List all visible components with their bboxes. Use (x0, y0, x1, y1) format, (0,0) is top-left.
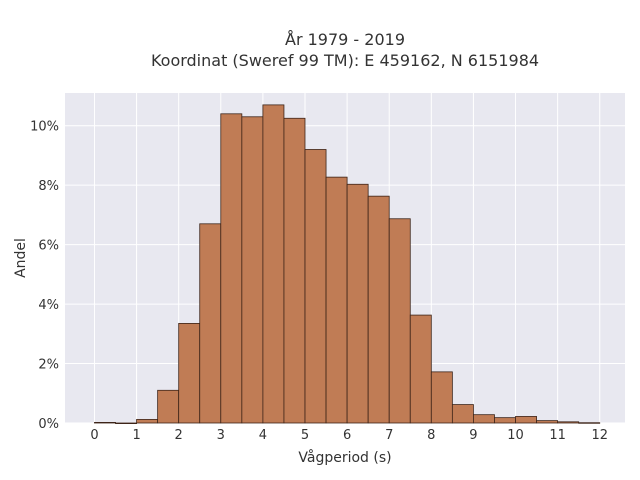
x-tick-label: 5 (301, 428, 309, 443)
histogram-bar (451, 404, 474, 424)
chart-title: År 1979 - 2019 (285, 30, 405, 49)
x-tick-label: 3 (217, 428, 225, 443)
histogram-bar (283, 117, 306, 424)
y-axis-ticks: 0% 2% 4% 6% 8% 10% (30, 120, 59, 432)
y-axis-label: Andel (13, 238, 29, 278)
histogram-bar (94, 422, 116, 424)
histogram-bar (199, 223, 222, 424)
y-tick-label: 2% (38, 358, 59, 373)
histogram-bar (473, 414, 495, 424)
histogram-bar (430, 371, 453, 424)
histogram-bar (557, 421, 580, 424)
histogram-bar (494, 417, 516, 424)
y-tick-label: 6% (38, 239, 59, 254)
histogram-bar (388, 218, 411, 424)
histogram-bar (325, 176, 348, 424)
histogram-bar (409, 314, 432, 424)
histogram-bar (178, 323, 201, 424)
x-tick-label: 4 (259, 428, 267, 443)
y-tick-label: 8% (38, 179, 59, 194)
x-tick-label: 8 (427, 428, 435, 443)
x-tick-label: 2 (175, 428, 183, 443)
histogram-bar (536, 420, 559, 424)
histogram-bar (262, 104, 285, 424)
histogram-bar (515, 416, 537, 424)
histogram-bar (578, 422, 601, 424)
histogram-bar (136, 419, 159, 424)
histogram-bar (346, 183, 369, 424)
y-tick-label: 0% (38, 417, 59, 432)
x-tick-label: 12 (591, 428, 608, 443)
x-axis-label: Vågperiod (s) (298, 449, 391, 466)
x-tick-label: 7 (385, 428, 393, 443)
x-tick-label: 0 (90, 428, 98, 443)
chart-subtitle: Koordinat (Sweref 99 TM): E 459162, N 61… (151, 51, 539, 70)
x-axis-ticks: 0 1 2 3 4 5 6 7 8 9 10 11 12 (90, 428, 608, 443)
y-tick-label: 4% (38, 298, 59, 313)
bars (94, 104, 601, 425)
histogram-bar (304, 149, 327, 424)
histogram-bar (115, 422, 137, 425)
histogram-bar (367, 195, 390, 424)
histogram-bar (157, 389, 180, 424)
x-tick-label: 10 (507, 428, 524, 443)
x-tick-label: 1 (132, 428, 140, 443)
histogram-bar (220, 113, 243, 424)
histogram-bar (241, 116, 264, 424)
x-tick-label: 9 (469, 428, 477, 443)
x-tick-label: 6 (343, 428, 351, 443)
y-tick-label: 10% (30, 120, 59, 135)
x-tick-label: 11 (549, 428, 566, 443)
